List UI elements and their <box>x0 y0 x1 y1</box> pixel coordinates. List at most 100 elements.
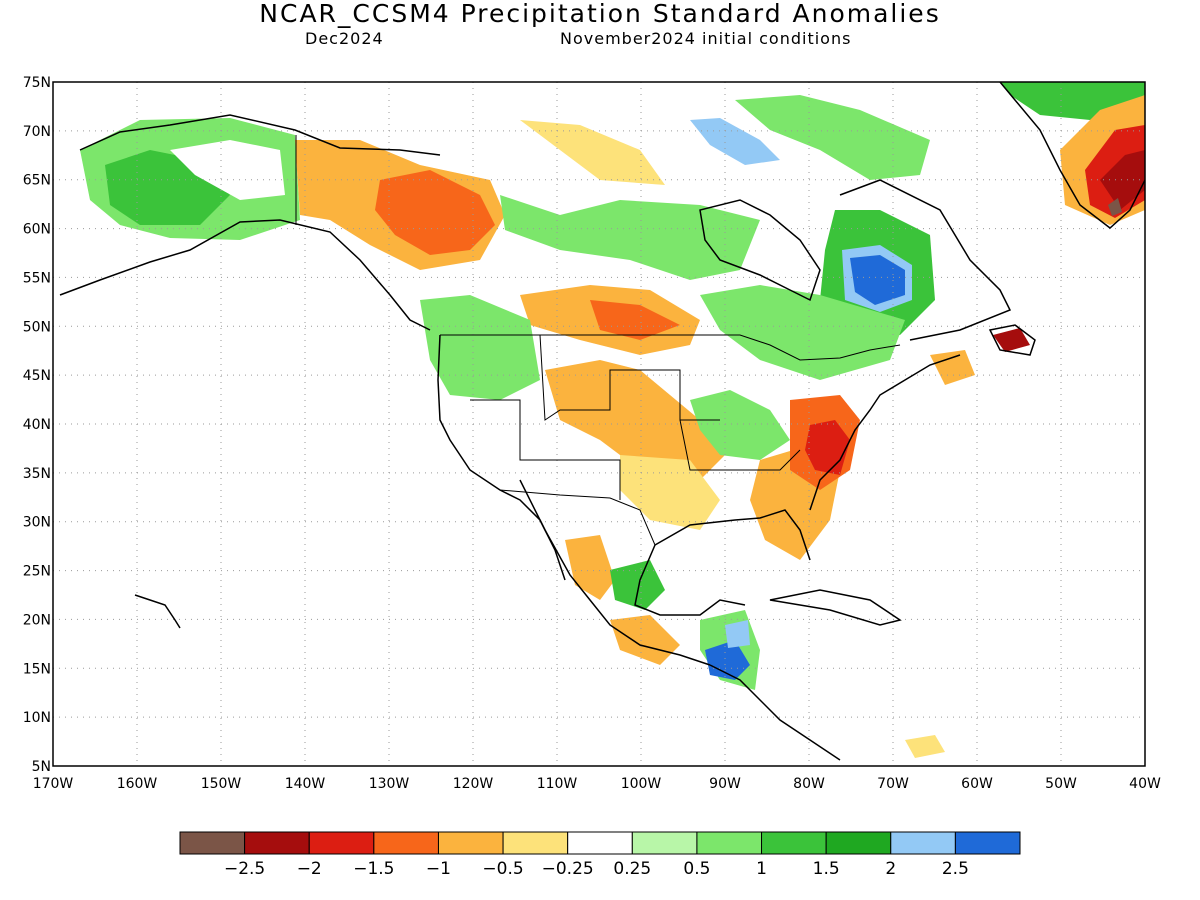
plot-frame <box>52 81 1146 767</box>
lat-tick-label: 40N <box>23 417 51 433</box>
colorbar-tick-label: −0.5 <box>482 859 523 879</box>
colorbar-swatch <box>437 831 504 855</box>
colorbar-tick-label: −1.5 <box>353 859 394 879</box>
anomaly-area-southern-dry <box>620 455 720 530</box>
colorbar-tick-label: 2.5 <box>942 859 969 879</box>
lon-tick-label: 170W <box>33 776 74 792</box>
anomaly-area-quebec-core <box>850 255 905 305</box>
coastline-newfoundland <box>988 324 1036 356</box>
lon-tick-label: 110W <box>537 776 578 792</box>
colorbar-swatch <box>631 831 698 855</box>
border-states-2 <box>470 399 621 500</box>
anomaly-area-pnw-wet <box>420 295 540 400</box>
colorbar-swatch <box>890 831 956 855</box>
lon-tick-label: 140W <box>285 776 326 792</box>
coastlines <box>59 82 1145 761</box>
lon-tick-label: 100W <box>621 776 662 792</box>
colorbar-swatch <box>244 831 310 855</box>
colorbar-swatch <box>308 831 375 855</box>
lon-tick-label: 130W <box>369 776 410 792</box>
coastline-cuba <box>769 589 902 626</box>
anomaly-area-maritimes-dry <box>930 350 975 385</box>
lat-tick-label: 60N <box>23 222 51 238</box>
coastline-hudsonbay <box>699 199 821 302</box>
coastline-gulf <box>654 509 811 561</box>
colorbar-tick-label: 2 <box>885 859 896 879</box>
coastline-greenland <box>999 82 1145 229</box>
lon-tick-label: 60W <box>961 776 993 792</box>
anomaly-area-gulf-wet <box>610 560 665 610</box>
colorbar-swatch <box>373 831 439 855</box>
colorbar-swatch <box>761 831 827 855</box>
coastline-mexico-pacific <box>519 479 711 666</box>
coastline-centralamerica <box>709 664 841 761</box>
lat-tick-label: 10N <box>23 710 51 726</box>
lat-tick-label: 30N <box>23 515 51 531</box>
lat-tick-label: 35N <box>23 466 51 482</box>
lon-tick-label: 50W <box>1045 776 1077 792</box>
lat-tick-label: 15N <box>23 661 51 677</box>
graticule <box>53 82 1145 766</box>
border-us-canada <box>440 334 901 361</box>
anomaly-area-nunavut-wet <box>500 195 760 280</box>
lat-tick-label: 20N <box>23 612 51 628</box>
lat-tick-label: 65N <box>23 173 51 189</box>
lon-tick-label: 150W <box>201 776 242 792</box>
colorbar-tick-label: 1.5 <box>813 859 840 879</box>
anomaly-area-ohio-wet <box>690 390 790 460</box>
colorbar-tick-label: −1 <box>426 859 451 879</box>
colorbar-labels: −2.5 −2 −1.5 −1 −0.5 −0.25 0.25 0.5 1 1.5 2 2.5 <box>224 859 969 879</box>
border-states-3 <box>679 419 801 471</box>
anomaly-area-greenland-deep <box>1100 150 1145 210</box>
anomaly-area-caribbean-dry <box>905 735 945 758</box>
anomaly-area-plains-dry <box>545 360 740 480</box>
init-conditions-label: November2024 initial conditions <box>560 29 852 48</box>
colorbar-tick-label: 1 <box>756 859 767 879</box>
anomaly-area-arctic-blue <box>690 118 780 165</box>
border-states-1 <box>539 334 720 421</box>
valid-month-label: Dec2024 <box>305 29 384 48</box>
lon-tick-label: 70W <box>877 776 909 792</box>
colorbar-swatch <box>179 831 246 855</box>
colorbar-tick-label: 0.5 <box>683 859 710 879</box>
anomaly-area-arctic-wet <box>735 95 930 180</box>
anomaly-shading <box>80 82 1145 758</box>
colorbar-tick-label: 0.25 <box>613 859 651 879</box>
anomaly-area-southmexico-dry <box>610 615 680 665</box>
colorbar-swatch <box>502 831 569 855</box>
coastline-eastcoast <box>809 354 961 511</box>
anomaly-area-bc-core <box>375 170 495 255</box>
colorbar-tick-label: −2.5 <box>224 859 265 879</box>
lat-tick-label: 5N <box>32 759 51 775</box>
lat-tick-label: 45N <box>23 368 51 384</box>
colorbar-tick-label: −2 <box>297 859 322 879</box>
coastline-arctic-alaska <box>79 114 441 156</box>
coastline-labrador <box>839 179 1012 341</box>
colorbar-swatch <box>825 831 892 855</box>
lat-tick-label: 50N <box>23 319 51 335</box>
lat-tick-label: 55N <box>23 270 51 286</box>
coastline-mexico-gulf <box>634 544 746 616</box>
lat-tick-label: 70N <box>23 124 51 140</box>
political-borders <box>295 135 901 546</box>
anomaly-area-greenland-brown <box>1108 198 1122 216</box>
lon-tick-label: 90W <box>709 776 741 792</box>
lon-tick-label: 80W <box>793 776 825 792</box>
lon-tick-label: 160W <box>117 776 158 792</box>
lon-tick-label: 40W <box>1129 776 1161 792</box>
anomaly-area-centralam-core <box>705 640 750 680</box>
lat-tick-label: 75N <box>23 75 51 91</box>
lon-tick-label: 120W <box>453 776 494 792</box>
colorbar-swatch <box>954 831 1021 855</box>
anomaly-area-arctic-orange <box>520 120 665 185</box>
anomaly-area-ontario-wet <box>700 285 905 380</box>
colorbar <box>179 831 1021 855</box>
anomaly-area-yucatan-light <box>725 620 750 648</box>
border-us-mexico <box>499 489 656 546</box>
anomaly-area-mexico-dry <box>565 535 615 600</box>
map-title: NCAR_CCSM4 Precipitation Standard Anomal… <box>259 0 941 28</box>
colorbar-swatch <box>696 831 763 855</box>
anomaly-area-prairie-core <box>590 300 680 340</box>
longitude-tick-labels: 170W 160W 150W 140W 130W 120W 110W 100W 90W 80W 70… <box>33 776 1161 792</box>
